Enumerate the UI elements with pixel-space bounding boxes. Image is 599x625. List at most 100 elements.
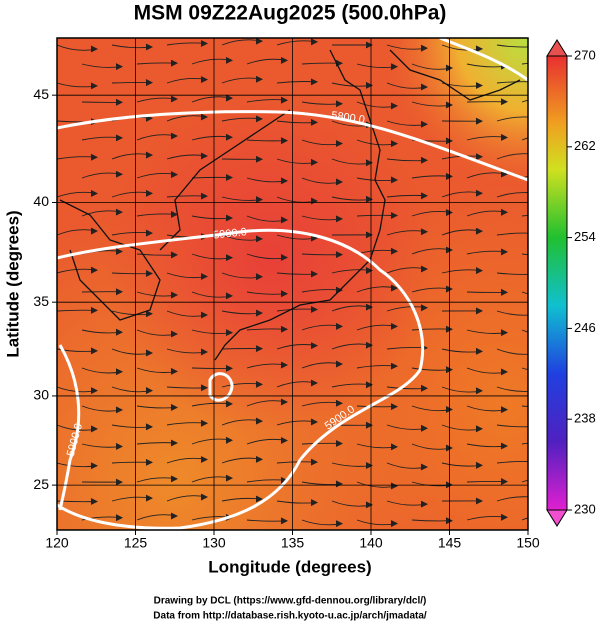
streamline [521,479,528,483]
streamline-arrow [115,248,124,255]
streamline-arrow [200,192,209,200]
streamline-arrow [420,304,429,312]
streamline-arrow [145,151,154,159]
streamline-arrow [225,400,234,408]
streamline [496,461,528,464]
streamline-arrow [420,424,429,432]
streamline [496,496,528,502]
x-tick-label: 120 [45,535,69,551]
streamline-arrow [531,231,537,237]
streamline-arrow [310,158,319,166]
coastline [389,49,521,101]
streamline-arrow [390,63,399,71]
streamline-arrow [90,387,99,394]
streamline-arrow [390,443,399,451]
streamline-arrow [145,349,154,357]
streamline-arrow [200,348,209,356]
streamline [521,214,528,217]
streamline-arrow [115,208,124,216]
streamline-arrow [225,292,234,300]
streamline-arrow [280,290,289,298]
streamline-arrow [90,227,99,235]
streamline-arrow [225,133,234,141]
streamline-arrow [225,94,234,102]
streamline [521,291,528,295]
y-axis-label: Latitude (degrees) [3,210,22,357]
streamline-arrow [475,82,484,89]
streamline-arrow [90,82,99,90]
streamline [496,116,528,122]
streamline-arrow [170,59,179,67]
streamline-arrow [500,368,509,376]
streamline-arrow [420,120,429,128]
streamline-arrow [280,361,289,369]
coastlines [59,49,521,361]
streamline-arrow [365,341,374,349]
colorbar-axis: 230 238 246 254 262 270 [567,47,596,516]
streamline-arrow [200,113,209,121]
streamline-arrow [365,462,374,469]
streamline-arrow [500,513,509,521]
streamline-arrow [445,137,454,145]
streamline-arrow [200,40,209,47]
streamline-arrow [445,406,454,413]
streamline [521,367,528,371]
streamline-arrow [225,364,234,372]
y-tick-label: 30 [33,387,49,403]
streamline-arrow [335,140,344,147]
colorbar-tick-label: 238 [574,411,596,426]
streamline [521,442,528,445]
streamline-arrow [170,291,179,299]
streamline-arrow [145,423,154,431]
streamline-arrow [145,387,154,394]
footer-line: Data from http://database.rish.kyoto-u.a… [153,611,427,622]
streamline [521,253,528,256]
coastline [214,49,386,361]
x-tick-label: 140 [359,535,383,551]
streamline-arrow [531,191,537,197]
streamline-arrow [445,366,454,374]
streamline-arrow [115,170,124,178]
streamline-arrow [170,251,179,259]
streamline-arrow [280,96,289,104]
streamline-arrow [255,75,264,83]
streamline-arrow [225,56,234,64]
streamline-arrow [280,325,289,333]
streamline-arrow [335,360,344,368]
streamline-arrow [335,399,344,407]
streamline-arrow [280,57,289,64]
streamline-arrow [445,325,454,333]
streamline-arrow [365,81,374,89]
streamline-arrow [225,254,234,262]
streamline-arrow [200,152,209,160]
streamline-arrow [90,425,99,433]
streamline-arrow [390,140,399,148]
streamline-arrow [115,288,124,296]
streamline [496,272,528,275]
streamline-arrow [531,423,537,429]
streamline-arrow [145,310,154,318]
streamline-arrow [335,100,344,108]
y-tick-label: 25 [33,476,49,492]
streamline-arrow [390,247,399,255]
streamline-arrow [420,463,429,471]
streamline-arrow [531,115,537,121]
streamline-arrow [531,79,537,85]
streamline-arrow [280,398,289,406]
streamline-arrow [500,248,509,256]
y-tick-label: 45 [33,86,49,102]
streamline-arrow [531,271,537,277]
streamline-arrow [225,474,234,482]
streamline-arrow [500,288,509,296]
streamlines [57,38,537,528]
streamline-arrow [390,482,399,490]
streamline-arrow [90,153,99,161]
streamline-arrow [475,347,484,355]
contour-line [57,228,425,530]
streamline-arrow [310,306,319,313]
streamline-arrow [475,227,484,235]
streamline-arrow [365,303,374,311]
streamline [521,405,528,407]
streamline-arrow [310,38,319,46]
streamline-arrow [255,309,264,317]
